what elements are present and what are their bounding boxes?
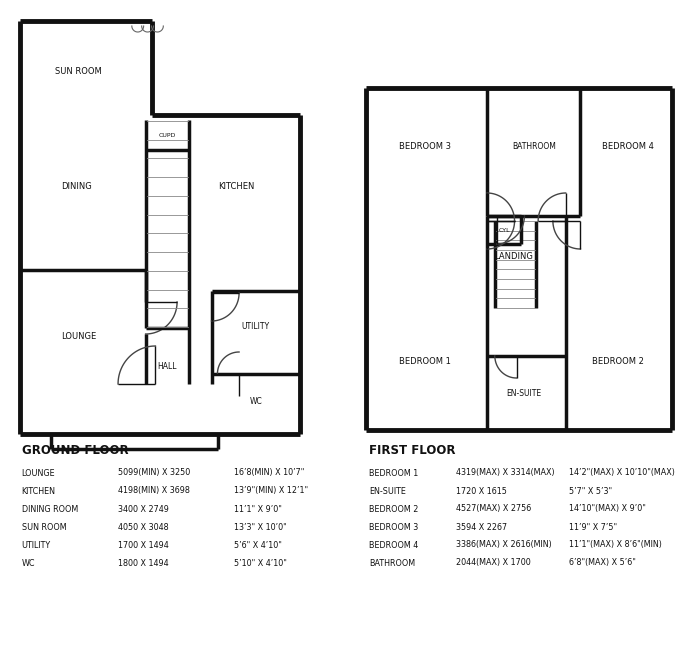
- Text: DINING: DINING: [62, 182, 92, 191]
- Text: EN-SUITE: EN-SUITE: [506, 388, 541, 397]
- Text: 1700 X 1494: 1700 X 1494: [118, 541, 169, 550]
- Text: 1720 X 1615: 1720 X 1615: [456, 486, 508, 495]
- Text: GROUND FLOOR: GROUND FLOOR: [22, 444, 128, 457]
- Text: 4050 X 3048: 4050 X 3048: [118, 523, 169, 532]
- Text: SUN ROOM: SUN ROOM: [22, 523, 66, 532]
- Text: CUPD: CUPD: [159, 132, 176, 138]
- Text: UTILITY: UTILITY: [241, 322, 270, 331]
- Text: 3400 X 2749: 3400 X 2749: [118, 505, 169, 514]
- Text: 13’9"(MIN) X 12’1": 13’9"(MIN) X 12’1": [234, 486, 308, 495]
- Text: 11’1"(MAX) X 8’6"(MIN): 11’1"(MAX) X 8’6"(MIN): [568, 541, 662, 550]
- Text: 14’2"(MAX) X 10’10"(MAX): 14’2"(MAX) X 10’10"(MAX): [568, 468, 675, 477]
- Text: 5’10" X 4’10": 5’10" X 4’10": [234, 559, 287, 567]
- Text: 5’7" X 5’3": 5’7" X 5’3": [568, 486, 612, 495]
- Text: BEDROOM 2: BEDROOM 2: [592, 357, 644, 366]
- Text: BEDROOM 4: BEDROOM 4: [602, 141, 654, 151]
- Text: CYL: CYL: [498, 227, 510, 233]
- Text: BATHROOM: BATHROOM: [512, 141, 556, 151]
- Text: LOUNGE: LOUNGE: [61, 331, 97, 340]
- Text: EN-SUITE: EN-SUITE: [369, 486, 406, 495]
- Text: BEDROOM 2: BEDROOM 2: [369, 505, 419, 514]
- Text: BEDROOM 4: BEDROOM 4: [369, 541, 418, 550]
- Text: 13’3" X 10’0": 13’3" X 10’0": [234, 523, 287, 532]
- Text: 4319(MAX) X 3314(MAX): 4319(MAX) X 3314(MAX): [456, 468, 555, 477]
- Text: HALL: HALL: [158, 362, 177, 371]
- Text: BEDROOM 3: BEDROOM 3: [369, 523, 418, 532]
- Text: 5099(MIN) X 3250: 5099(MIN) X 3250: [118, 468, 190, 477]
- Text: LOUNGE: LOUNGE: [22, 468, 55, 477]
- Text: SUN ROOM: SUN ROOM: [55, 67, 102, 76]
- Text: 3386(MAX) X 2616(MIN): 3386(MAX) X 2616(MIN): [456, 541, 552, 550]
- Text: KITCHEN: KITCHEN: [22, 486, 55, 495]
- Text: WC: WC: [249, 397, 262, 406]
- Text: WC: WC: [22, 559, 35, 567]
- Text: KITCHEN: KITCHEN: [218, 182, 254, 191]
- Text: UTILITY: UTILITY: [22, 541, 51, 550]
- Text: DINING ROOM: DINING ROOM: [22, 505, 78, 514]
- Text: 5’6" X 4’10": 5’6" X 4’10": [234, 541, 282, 550]
- Text: FIRST FLOOR: FIRST FLOOR: [369, 444, 456, 457]
- Text: BATHROOM: BATHROOM: [369, 559, 415, 567]
- Text: BEDROOM 3: BEDROOM 3: [399, 141, 451, 151]
- Text: 14’10"(MAX) X 9’0": 14’10"(MAX) X 9’0": [568, 505, 645, 514]
- Text: 1800 X 1494: 1800 X 1494: [118, 559, 169, 567]
- Text: 11’9" X 7’5": 11’9" X 7’5": [568, 523, 617, 532]
- Text: BEDROOM 1: BEDROOM 1: [369, 468, 418, 477]
- Text: BEDROOM 1: BEDROOM 1: [399, 357, 451, 366]
- Text: 4198(MIN) X 3698: 4198(MIN) X 3698: [118, 486, 190, 495]
- Text: 16’8(MIN) X 10’7": 16’8(MIN) X 10’7": [234, 468, 304, 477]
- Text: 4527(MAX) X 2756: 4527(MAX) X 2756: [456, 505, 532, 514]
- Text: LANDING: LANDING: [494, 251, 533, 260]
- Text: 11’1" X 9’0": 11’1" X 9’0": [234, 505, 282, 514]
- Text: 3594 X 2267: 3594 X 2267: [456, 523, 508, 532]
- Text: 2044(MAX) X 1700: 2044(MAX) X 1700: [456, 559, 531, 567]
- Text: 6’8"(MAX) X 5’6": 6’8"(MAX) X 5’6": [568, 559, 636, 567]
